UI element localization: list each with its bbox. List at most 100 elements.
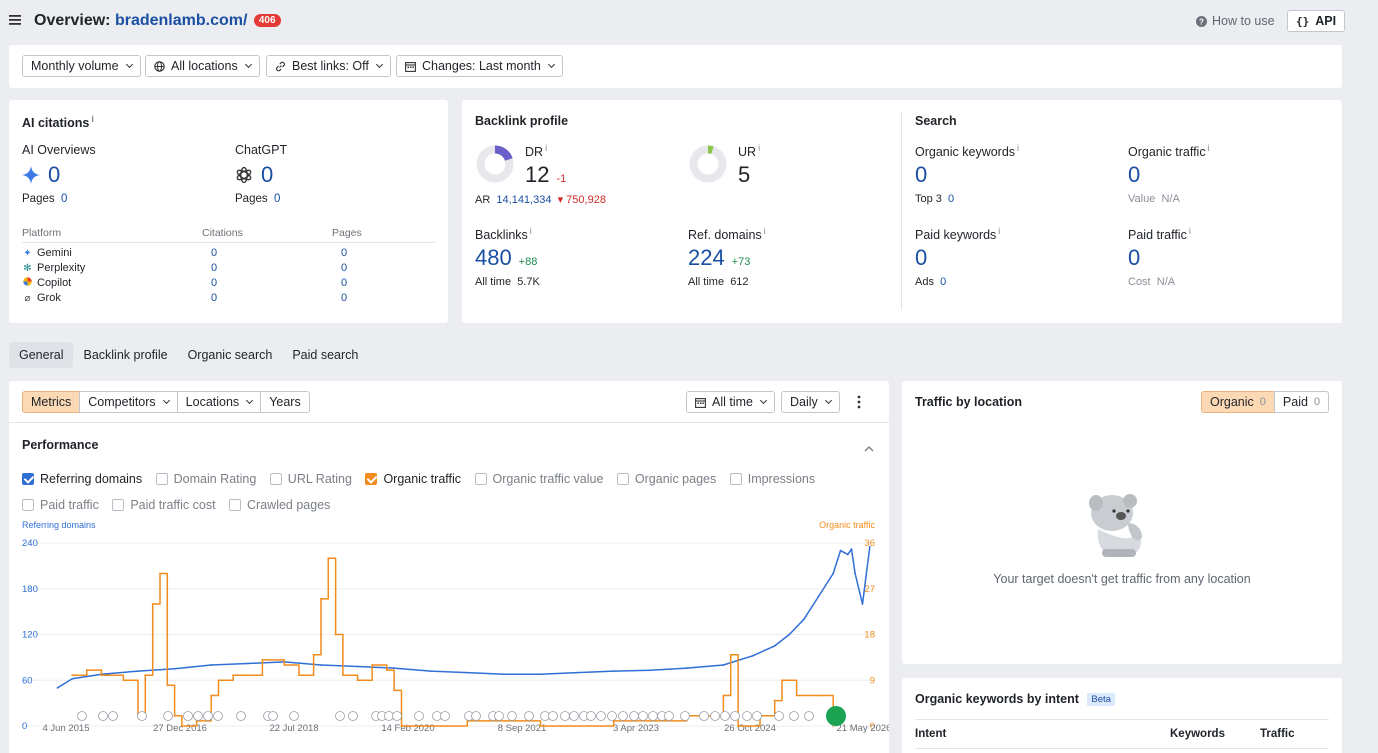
organic-keywords-value[interactable]: 0 bbox=[915, 162, 928, 187]
data-point bbox=[722, 664, 725, 666]
x-tick-label: 22 Jul 2018 bbox=[269, 723, 318, 734]
google-update-icon bbox=[638, 711, 648, 721]
paid-keywords-value[interactable]: 0 bbox=[915, 245, 928, 270]
more-options-icon[interactable] bbox=[857, 395, 861, 412]
x-tick-label: 3 Apr 2023 bbox=[613, 723, 659, 734]
google-update-icon bbox=[414, 711, 424, 721]
tab-general[interactable]: General bbox=[9, 342, 74, 368]
google-update-icon bbox=[163, 711, 173, 721]
platform-row-perplexity: ✻ Perplexity 0 0 bbox=[22, 260, 435, 275]
checkbox-box[interactable] bbox=[729, 473, 742, 485]
checkbox-box[interactable] bbox=[22, 499, 34, 511]
monthly-volume-dropdown[interactable]: Monthly volume bbox=[22, 55, 141, 77]
traffic-value-metric: Value N/A bbox=[1128, 193, 1180, 205]
citations-value[interactable]: 0 bbox=[211, 276, 218, 289]
how-to-use-link[interactable]: ? How to use bbox=[1196, 14, 1275, 28]
platform-row-gemini: ✦ Gemini 0 0 bbox=[22, 242, 435, 260]
data-point bbox=[832, 572, 835, 575]
tab-backlink-profile[interactable]: Backlink profile bbox=[83, 348, 168, 362]
copilot-icon bbox=[22, 276, 33, 289]
target-domain-link[interactable]: bradenlamb.com/ bbox=[114, 12, 248, 29]
checkbox-box[interactable] bbox=[112, 499, 125, 511]
interval-dropdown[interactable]: Daily bbox=[781, 391, 840, 413]
backlinks-value[interactable]: 480 bbox=[475, 245, 512, 270]
api-button[interactable]: {} API bbox=[1287, 10, 1346, 32]
segment-metrics[interactable]: Metrics bbox=[22, 391, 81, 413]
chevron-down-icon bbox=[759, 396, 768, 405]
citations-value[interactable]: 0 bbox=[211, 261, 218, 274]
menu-icon[interactable] bbox=[9, 14, 21, 29]
refdomains-value[interactable]: 224 bbox=[688, 245, 725, 270]
data-point bbox=[166, 684, 169, 687]
pages-value[interactable]: 0 bbox=[341, 261, 348, 274]
citations-value[interactable]: 0 bbox=[211, 291, 218, 304]
changes-dropdown[interactable]: Changes: Last month bbox=[396, 55, 563, 77]
checkbox-box[interactable] bbox=[616, 473, 629, 485]
x-tick-label: 27 Dec 2016 bbox=[153, 723, 207, 734]
segment-organic[interactable]: Organic 0 bbox=[1201, 391, 1275, 413]
segment-locations[interactable]: Locations bbox=[176, 391, 262, 413]
data-point bbox=[385, 669, 388, 671]
info-icon[interactable]: i bbox=[91, 114, 94, 124]
header-intent[interactable]: Intent bbox=[915, 728, 947, 740]
segment-competitors[interactable]: Competitors bbox=[79, 391, 178, 413]
data-point bbox=[503, 673, 505, 676]
segment-years[interactable]: Years bbox=[260, 391, 310, 413]
best-links-dropdown[interactable]: Best links: Off bbox=[266, 55, 391, 77]
segment-paid[interactable]: Paid 0 bbox=[1273, 391, 1330, 413]
checkbox-crawled-pages[interactable]: Crawled pages bbox=[229, 492, 330, 518]
checkbox-domain-rating[interactable]: Domain Rating bbox=[155, 466, 256, 492]
organic-traffic-value[interactable]: 0 bbox=[1128, 162, 1141, 187]
checkbox-url-rating[interactable]: URL Rating bbox=[269, 466, 352, 492]
data-point bbox=[850, 548, 853, 550]
checkbox-box[interactable] bbox=[22, 473, 34, 485]
series-line-referring-domains bbox=[57, 546, 871, 689]
ads-value[interactable]: 0 bbox=[940, 276, 947, 288]
data-point bbox=[283, 664, 286, 666]
top3-value[interactable]: 0 bbox=[948, 193, 955, 205]
checkbox-organic-traffic[interactable]: Organic traffic bbox=[365, 466, 461, 492]
header-traffic[interactable]: Traffic bbox=[1260, 728, 1295, 740]
ai-overviews-value[interactable]: 0 bbox=[48, 162, 61, 187]
paid-traffic-value[interactable]: 0 bbox=[1128, 245, 1141, 270]
data-point bbox=[312, 653, 315, 656]
tab-paid-search[interactable]: Paid search bbox=[292, 348, 359, 362]
time-range-dropdown[interactable]: All time bbox=[686, 391, 775, 413]
header-keywords[interactable]: Keywords bbox=[1170, 728, 1225, 740]
dr-donut-chart bbox=[476, 145, 514, 183]
pages-value[interactable]: 0 bbox=[341, 246, 348, 259]
google-update-icon bbox=[440, 711, 450, 721]
checkbox-box[interactable] bbox=[269, 473, 282, 485]
citations-value[interactable]: 0 bbox=[211, 246, 218, 259]
ads-metric: Ads 0 bbox=[915, 276, 947, 288]
checkbox-box[interactable] bbox=[229, 499, 242, 511]
google-update-icon bbox=[77, 711, 87, 721]
koala-illustration bbox=[1089, 494, 1142, 557]
how-to-use-label: How to use bbox=[1212, 14, 1275, 28]
ai-overviews-pages-value[interactable]: 0 bbox=[61, 193, 68, 205]
chatgpt-value[interactable]: 0 bbox=[261, 162, 274, 187]
checkbox-impressions[interactable]: Impressions bbox=[729, 466, 815, 492]
ar-value[interactable]: 14,141,334 bbox=[496, 194, 552, 206]
checkbox-organic-traffic-value[interactable]: Organic traffic value bbox=[474, 466, 603, 492]
pages-value[interactable]: 0 bbox=[341, 276, 348, 289]
tab-organic-search[interactable]: Organic search bbox=[187, 348, 273, 362]
checkbox-box[interactable] bbox=[474, 473, 487, 485]
checkbox-box[interactable] bbox=[365, 473, 378, 485]
collapse-icon[interactable] bbox=[864, 441, 874, 455]
checkbox-paid-traffic-cost[interactable]: Paid traffic cost bbox=[112, 492, 216, 518]
data-point bbox=[795, 694, 798, 697]
perplexity-icon: ✻ bbox=[23, 262, 32, 274]
data-point bbox=[393, 667, 396, 669]
api-label: API bbox=[1315, 14, 1337, 28]
platform-name: Gemini bbox=[37, 246, 72, 259]
checkbox-paid-traffic[interactable]: Paid traffic bbox=[22, 492, 99, 518]
checkbox-referring-domains[interactable]: Referring domains bbox=[22, 466, 142, 492]
series-line-organic-traffic bbox=[72, 557, 834, 727]
checkbox-box[interactable] bbox=[155, 473, 168, 485]
data-point bbox=[327, 557, 330, 560]
pages-value[interactable]: 0 bbox=[341, 291, 348, 304]
checkbox-organic-pages[interactable]: Organic pages bbox=[616, 466, 716, 492]
locations-dropdown[interactable]: All locations bbox=[145, 55, 260, 77]
chatgpt-pages-value[interactable]: 0 bbox=[274, 193, 281, 205]
